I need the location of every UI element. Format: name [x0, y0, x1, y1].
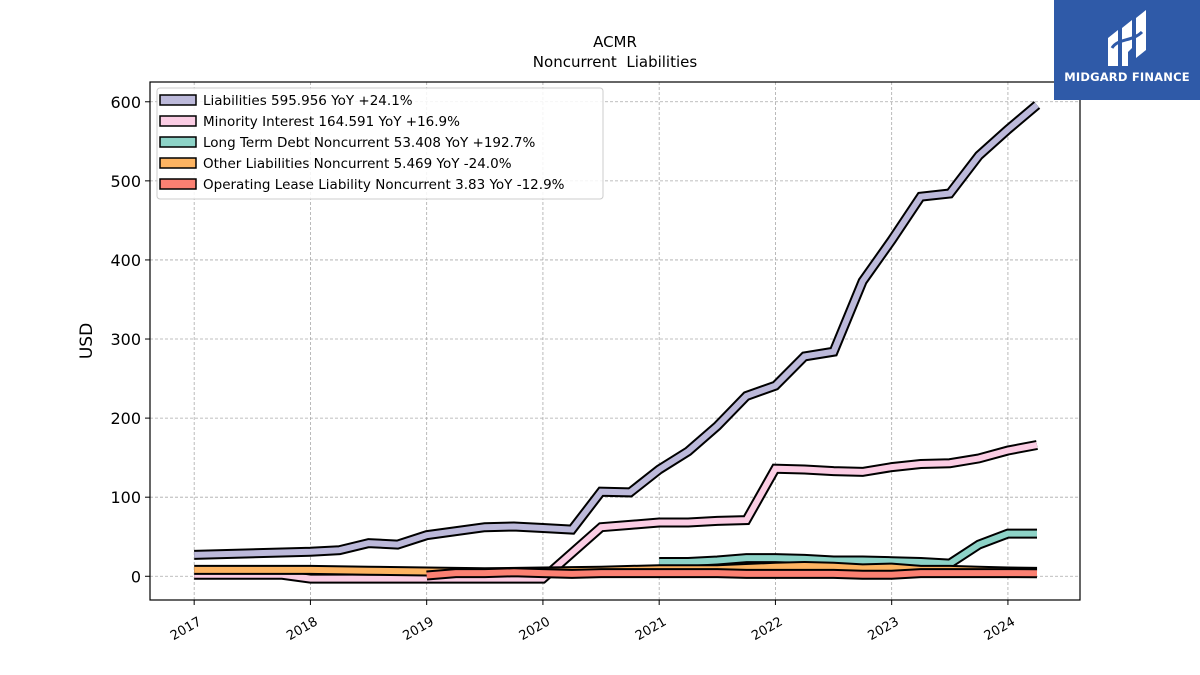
legend-swatch	[159, 94, 197, 106]
legend-swatch	[159, 115, 197, 127]
chart-title: ACMR	[593, 33, 637, 51]
y-tick-label: 400	[110, 251, 141, 270]
legend-entry: Operating Lease Liability Noncurrent 3.8…	[203, 177, 565, 193]
x-tick-label: 2019	[401, 614, 437, 644]
brand-name: MIDGARD FINANCE	[1064, 70, 1190, 84]
series-line	[659, 530, 1037, 567]
brand-logo: MIDGARD FINANCE	[1054, 0, 1200, 100]
series-line	[426, 569, 1038, 579]
y-tick-label: 100	[110, 488, 141, 507]
series-line	[194, 442, 1038, 582]
series-line	[194, 102, 1039, 558]
y-axis-ticks: 0 100 200 300 400 500 600	[110, 93, 150, 586]
y-tick-label: 0	[131, 567, 141, 586]
x-tick-label: 2021	[633, 614, 669, 644]
legend-entry: Minority Interest 164.591 YoY +16.9%	[203, 114, 460, 130]
x-tick-label: 2023	[866, 614, 902, 644]
y-axis-label: USD	[77, 323, 97, 359]
legend: Liabilities 595.956 YoY +24.1% Minority I…	[156, 87, 604, 200]
y-tick-label: 200	[110, 409, 141, 428]
x-tick-label: 2018	[284, 614, 320, 644]
legend-swatch	[159, 136, 197, 148]
x-tick-label: 2022	[749, 614, 785, 644]
legend-entry: Other Liabilities Noncurrent 5.469 YoY -…	[203, 156, 512, 172]
plot-frame	[149, 81, 1081, 601]
x-tick-label: 2017	[168, 614, 204, 644]
legend-swatch	[159, 157, 197, 169]
logo-mark-icon	[1108, 10, 1146, 66]
y-tick-label: 500	[110, 172, 141, 191]
legend-swatch	[159, 178, 197, 190]
x-tick-label: 2024	[982, 614, 1018, 644]
chart-subtitle: Noncurrent Liabilities	[533, 53, 698, 71]
x-axis-ticks: 2017 2018 2019 2020 2021 2022 2023 2024	[168, 600, 1018, 644]
x-tick-label: 2020	[517, 614, 553, 644]
series-lines	[194, 101, 1041, 584]
legend-box	[156, 87, 604, 200]
y-tick-label: 600	[110, 93, 141, 112]
y-tick-label: 300	[110, 330, 141, 349]
legend-entry: Long Term Debt Noncurrent 53.408 YoY +19…	[203, 135, 535, 151]
legend-entry: Liabilities 595.956 YoY +24.1%	[203, 93, 413, 109]
